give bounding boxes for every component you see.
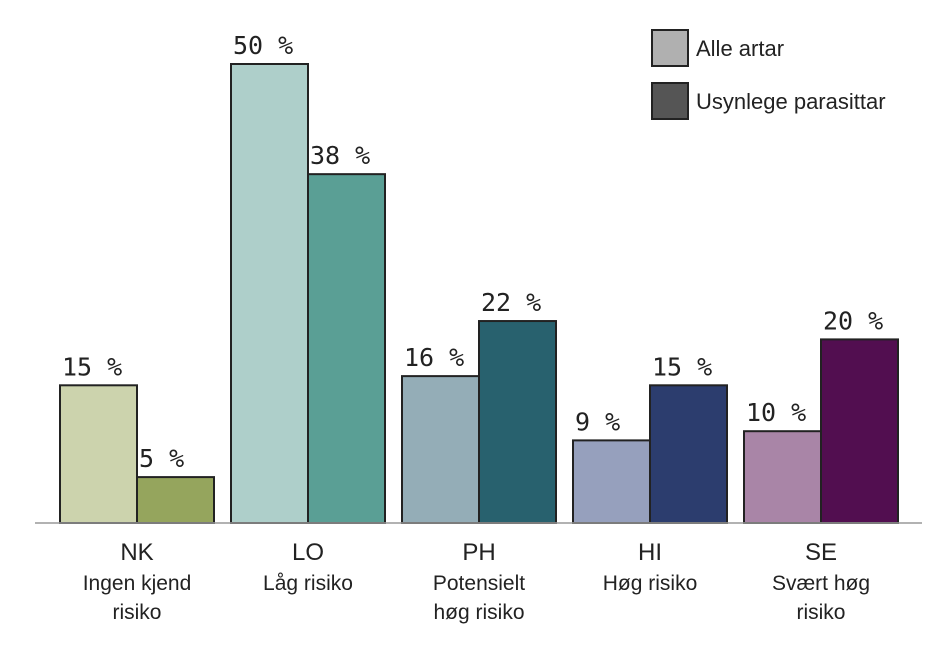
legend-label-2: Usynlege parasittar	[696, 89, 886, 114]
category-code-ph: PH	[462, 539, 495, 566]
category-code-nk: NK	[120, 539, 153, 566]
data-label-ph-series-1: 16 %	[404, 343, 464, 372]
category-code-lo: LO	[292, 539, 324, 566]
data-label-nk-series-2: 5 %	[139, 444, 184, 473]
category-desc-ph: høg risiko	[433, 601, 524, 624]
data-label-se-series-1: 10 %	[746, 398, 806, 427]
data-label-lo-series-2: 38 %	[310, 141, 370, 170]
data-label-hi-series-2: 15 %	[652, 352, 712, 381]
bar-se-series-2	[820, 338, 899, 524]
bar-hi-series-2	[649, 384, 728, 524]
category-desc-ph: Potensielt	[433, 572, 525, 595]
bar-nk-series-1	[59, 384, 138, 524]
data-label-hi-series-1: 9 %	[575, 407, 620, 436]
legend-label-1: Alle artar	[696, 36, 784, 61]
bar-se-series-1	[743, 430, 822, 525]
data-label-se-series-2: 20 %	[823, 306, 883, 335]
legend: Alle artar Usynlege parasittar	[651, 29, 886, 120]
category-code-hi: HI	[638, 539, 662, 566]
bar-ph-series-2	[478, 320, 557, 525]
category-desc-se: Svært høg	[772, 572, 870, 595]
data-label-ph-series-2: 22 %	[481, 288, 541, 317]
data-label-nk-series-1: 15 %	[62, 352, 122, 381]
bar-lo-series-2	[307, 173, 386, 524]
category-desc-nk: risiko	[112, 601, 161, 624]
bar-nk-series-2	[136, 476, 215, 525]
category-desc-lo: Låg risiko	[263, 572, 353, 595]
category-desc-nk: Ingen kjend	[83, 572, 192, 595]
data-label-lo-series-1: 50 %	[233, 31, 293, 60]
bar-lo-series-1	[230, 63, 309, 524]
legend-swatch-1	[651, 29, 689, 67]
bar-ph-series-1	[401, 375, 480, 524]
legend-swatch-2	[651, 82, 689, 120]
category-desc-se: risiko	[796, 601, 845, 624]
bars-group: 15 % 5 % 50 % 38 % 16 % 22 % 9 % 15 % 10 % 20 %	[59, 31, 899, 525]
x-axis-labels: NK Ingen kjend risiko LO Låg risiko PH Potensi…	[83, 539, 870, 624]
category-code-se: SE	[805, 539, 837, 566]
category-desc-hi: Høg risiko	[603, 572, 698, 595]
bar-hi-series-1	[572, 439, 651, 525]
